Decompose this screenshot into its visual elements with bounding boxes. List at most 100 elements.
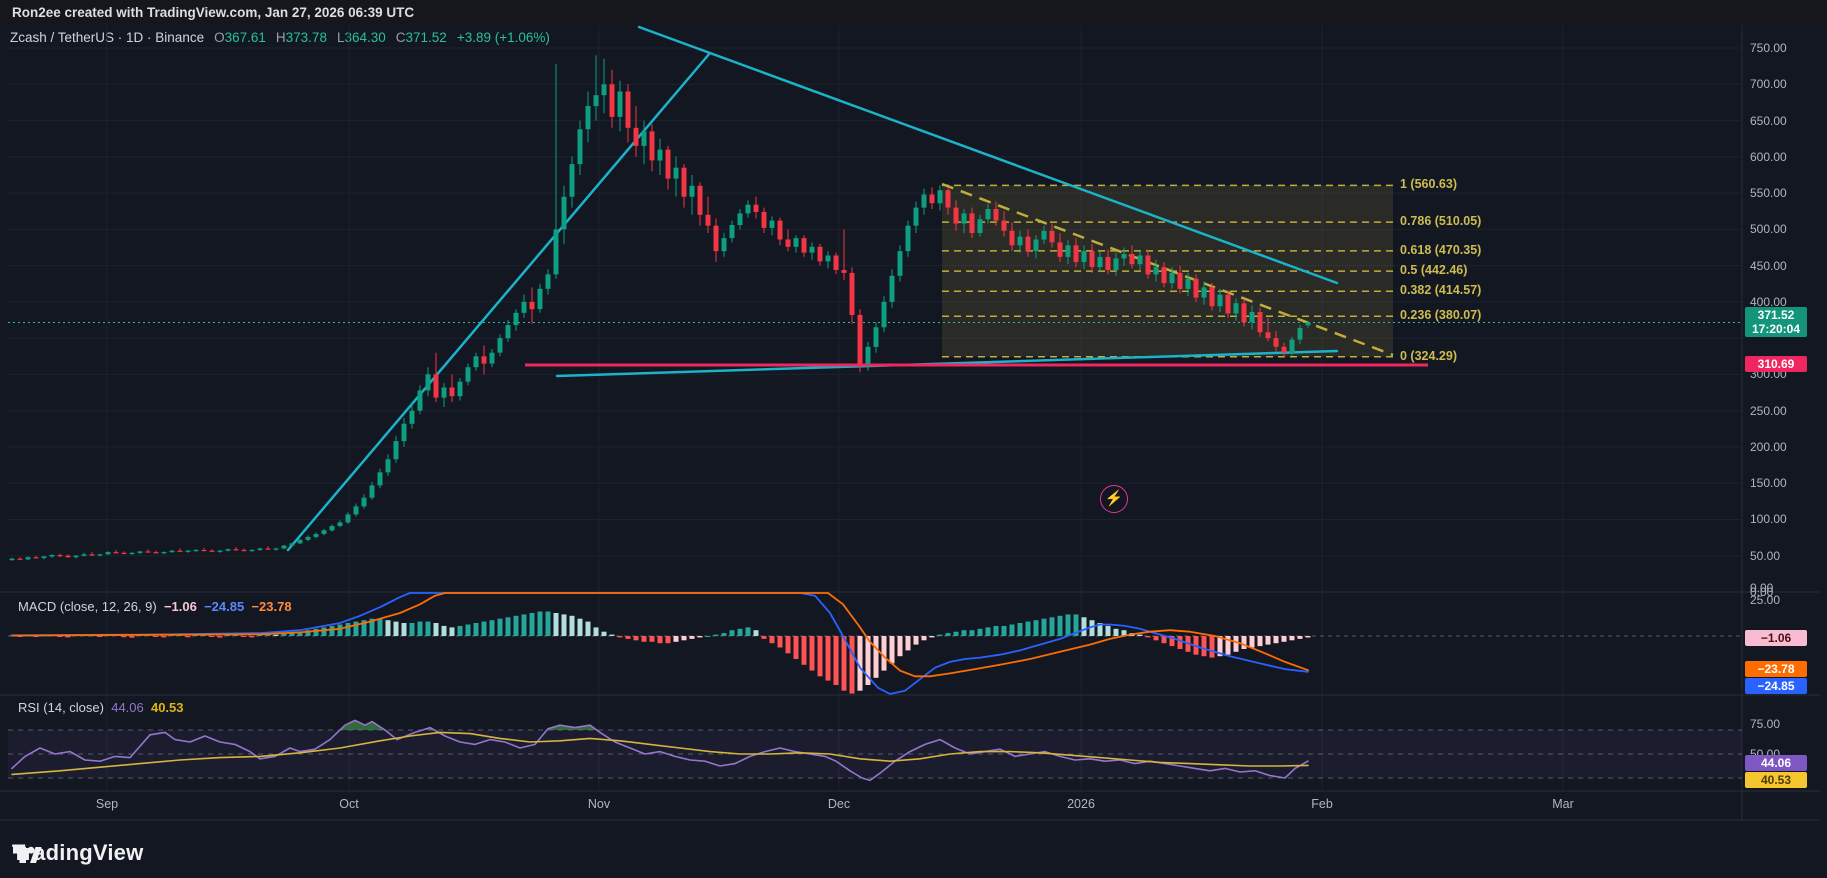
- candle-body[interactable]: [929, 194, 935, 204]
- candle-body[interactable]: [809, 246, 815, 253]
- candle-body[interactable]: [1049, 230, 1055, 243]
- tradingview-logo[interactable]: TradingView: [12, 840, 143, 866]
- candle-body[interactable]: [377, 472, 383, 486]
- candle-body[interactable]: [673, 167, 679, 179]
- candle-body[interactable]: [1297, 328, 1303, 340]
- candle-body[interactable]: [641, 131, 647, 146]
- candle-body[interactable]: [945, 190, 951, 208]
- macd-histogram-bar[interactable]: [745, 627, 751, 636]
- macd-histogram-bar[interactable]: [1057, 615, 1063, 636]
- candle-body[interactable]: [1241, 303, 1247, 323]
- macd-histogram-bar[interactable]: [353, 621, 359, 636]
- macd-histogram-bar[interactable]: [481, 621, 487, 636]
- candle-body[interactable]: [17, 558, 23, 560]
- macd-histogram-bar[interactable]: [313, 628, 319, 636]
- candle-body[interactable]: [521, 301, 527, 313]
- candle-body[interactable]: [729, 225, 735, 239]
- macd-histogram-bar[interactable]: [1169, 636, 1175, 647]
- macd-histogram-bar[interactable]: [1233, 636, 1239, 652]
- candle-body[interactable]: [849, 272, 855, 315]
- macd-histogram-bar[interactable]: [249, 636, 255, 638]
- macd-histogram-bar[interactable]: [385, 620, 391, 636]
- macd-histogram-bar[interactable]: [905, 636, 911, 651]
- candle-body[interactable]: [601, 84, 607, 96]
- candle-body[interactable]: [185, 550, 191, 552]
- macd-histogram-bar[interactable]: [1209, 636, 1215, 658]
- macd-histogram-bar[interactable]: [1113, 628, 1119, 636]
- macd-histogram-bar[interactable]: [1153, 636, 1159, 641]
- macd-histogram-bar[interactable]: [817, 636, 823, 677]
- candle-body[interactable]: [593, 95, 599, 107]
- macd-histogram-bar[interactable]: [241, 636, 247, 637]
- macd-histogram-bar[interactable]: [593, 627, 599, 636]
- candle-body[interactable]: [537, 288, 543, 310]
- candle-body[interactable]: [9, 558, 15, 561]
- macd-histogram-bar[interactable]: [193, 635, 199, 636]
- macd-histogram-bar[interactable]: [1145, 636, 1151, 638]
- macd-histogram-bar[interactable]: [977, 628, 983, 636]
- candle-body[interactable]: [801, 238, 807, 253]
- candle-body[interactable]: [1057, 242, 1063, 257]
- macd-histogram-bar[interactable]: [585, 621, 591, 636]
- macd-histogram-bar[interactable]: [777, 636, 783, 648]
- candle-body[interactable]: [721, 238, 727, 252]
- candle-body[interactable]: [761, 211, 767, 228]
- macd-histogram-bar[interactable]: [1081, 617, 1087, 636]
- macd-histogram-bar[interactable]: [825, 636, 831, 681]
- fib-trendline[interactable]: [941, 182, 1394, 357]
- macd-histogram-bar[interactable]: [441, 625, 447, 636]
- candle-body[interactable]: [385, 459, 391, 473]
- candle-body[interactable]: [529, 301, 535, 310]
- time-axis-label-sep[interactable]: Sep: [95, 797, 119, 811]
- macd-histogram-bar[interactable]: [769, 636, 775, 644]
- candle-body[interactable]: [873, 327, 879, 347]
- candle-body[interactable]: [281, 545, 287, 549]
- triangle-support-trendline[interactable]: [286, 51, 712, 552]
- candle-body[interactable]: [33, 557, 39, 559]
- macd-histogram-bar[interactable]: [737, 628, 743, 636]
- candle-body[interactable]: [937, 190, 943, 204]
- macd-histogram-bar[interactable]: [209, 636, 215, 637]
- time-axis-label-feb[interactable]: Feb: [1311, 797, 1333, 811]
- macd-histogram-bar[interactable]: [265, 634, 271, 636]
- macd-histogram-bar[interactable]: [641, 636, 647, 642]
- candle-body[interactable]: [569, 164, 575, 197]
- candle-body[interactable]: [585, 106, 591, 130]
- candle-body[interactable]: [121, 552, 127, 554]
- macd-histogram-bar[interactable]: [1249, 636, 1255, 648]
- macd-histogram-bar[interactable]: [1201, 636, 1207, 657]
- candle-body[interactable]: [257, 548, 263, 551]
- macd-histogram-bar[interactable]: [1137, 634, 1143, 636]
- macd-histogram-bar[interactable]: [601, 631, 607, 636]
- time-axis-label-nov[interactable]: Nov: [587, 797, 611, 811]
- candle-body[interactable]: [561, 196, 567, 230]
- candle-body[interactable]: [1033, 239, 1039, 252]
- candle-body[interactable]: [697, 185, 703, 215]
- candle-body[interactable]: [1273, 338, 1279, 347]
- macd-histogram-bar[interactable]: [409, 623, 415, 636]
- macd-histogram-bar[interactable]: [545, 611, 551, 637]
- candle-body[interactable]: [497, 338, 503, 353]
- candle-body[interactable]: [505, 325, 511, 339]
- candle-body[interactable]: [425, 374, 431, 391]
- macd-histogram-bar[interactable]: [961, 630, 967, 636]
- macd-histogram-bar[interactable]: [321, 627, 327, 636]
- macd-histogram-bar[interactable]: [1009, 624, 1015, 637]
- candle-body[interactable]: [1193, 278, 1199, 298]
- macd-histogram-bar[interactable]: [617, 636, 623, 638]
- candle-body[interactable]: [889, 275, 895, 302]
- candle-body[interactable]: [289, 543, 295, 546]
- macd-histogram-bar[interactable]: [985, 627, 991, 636]
- candle-body[interactable]: [225, 549, 231, 551]
- candle-body[interactable]: [1073, 245, 1079, 262]
- macd-signal-badge[interactable]: −23.78: [1745, 661, 1807, 677]
- macd-histogram-bar[interactable]: [881, 636, 887, 671]
- macd-histogram-bar[interactable]: [913, 636, 919, 645]
- time-axis-label-oct[interactable]: Oct: [339, 797, 359, 811]
- macd-histogram-bar[interactable]: [129, 636, 135, 638]
- macd-histogram-bar[interactable]: [953, 631, 959, 636]
- candle-body[interactable]: [961, 213, 967, 224]
- macd-histogram-bar[interactable]: [921, 636, 927, 641]
- candle-body[interactable]: [97, 554, 103, 556]
- candle-body[interactable]: [897, 251, 903, 276]
